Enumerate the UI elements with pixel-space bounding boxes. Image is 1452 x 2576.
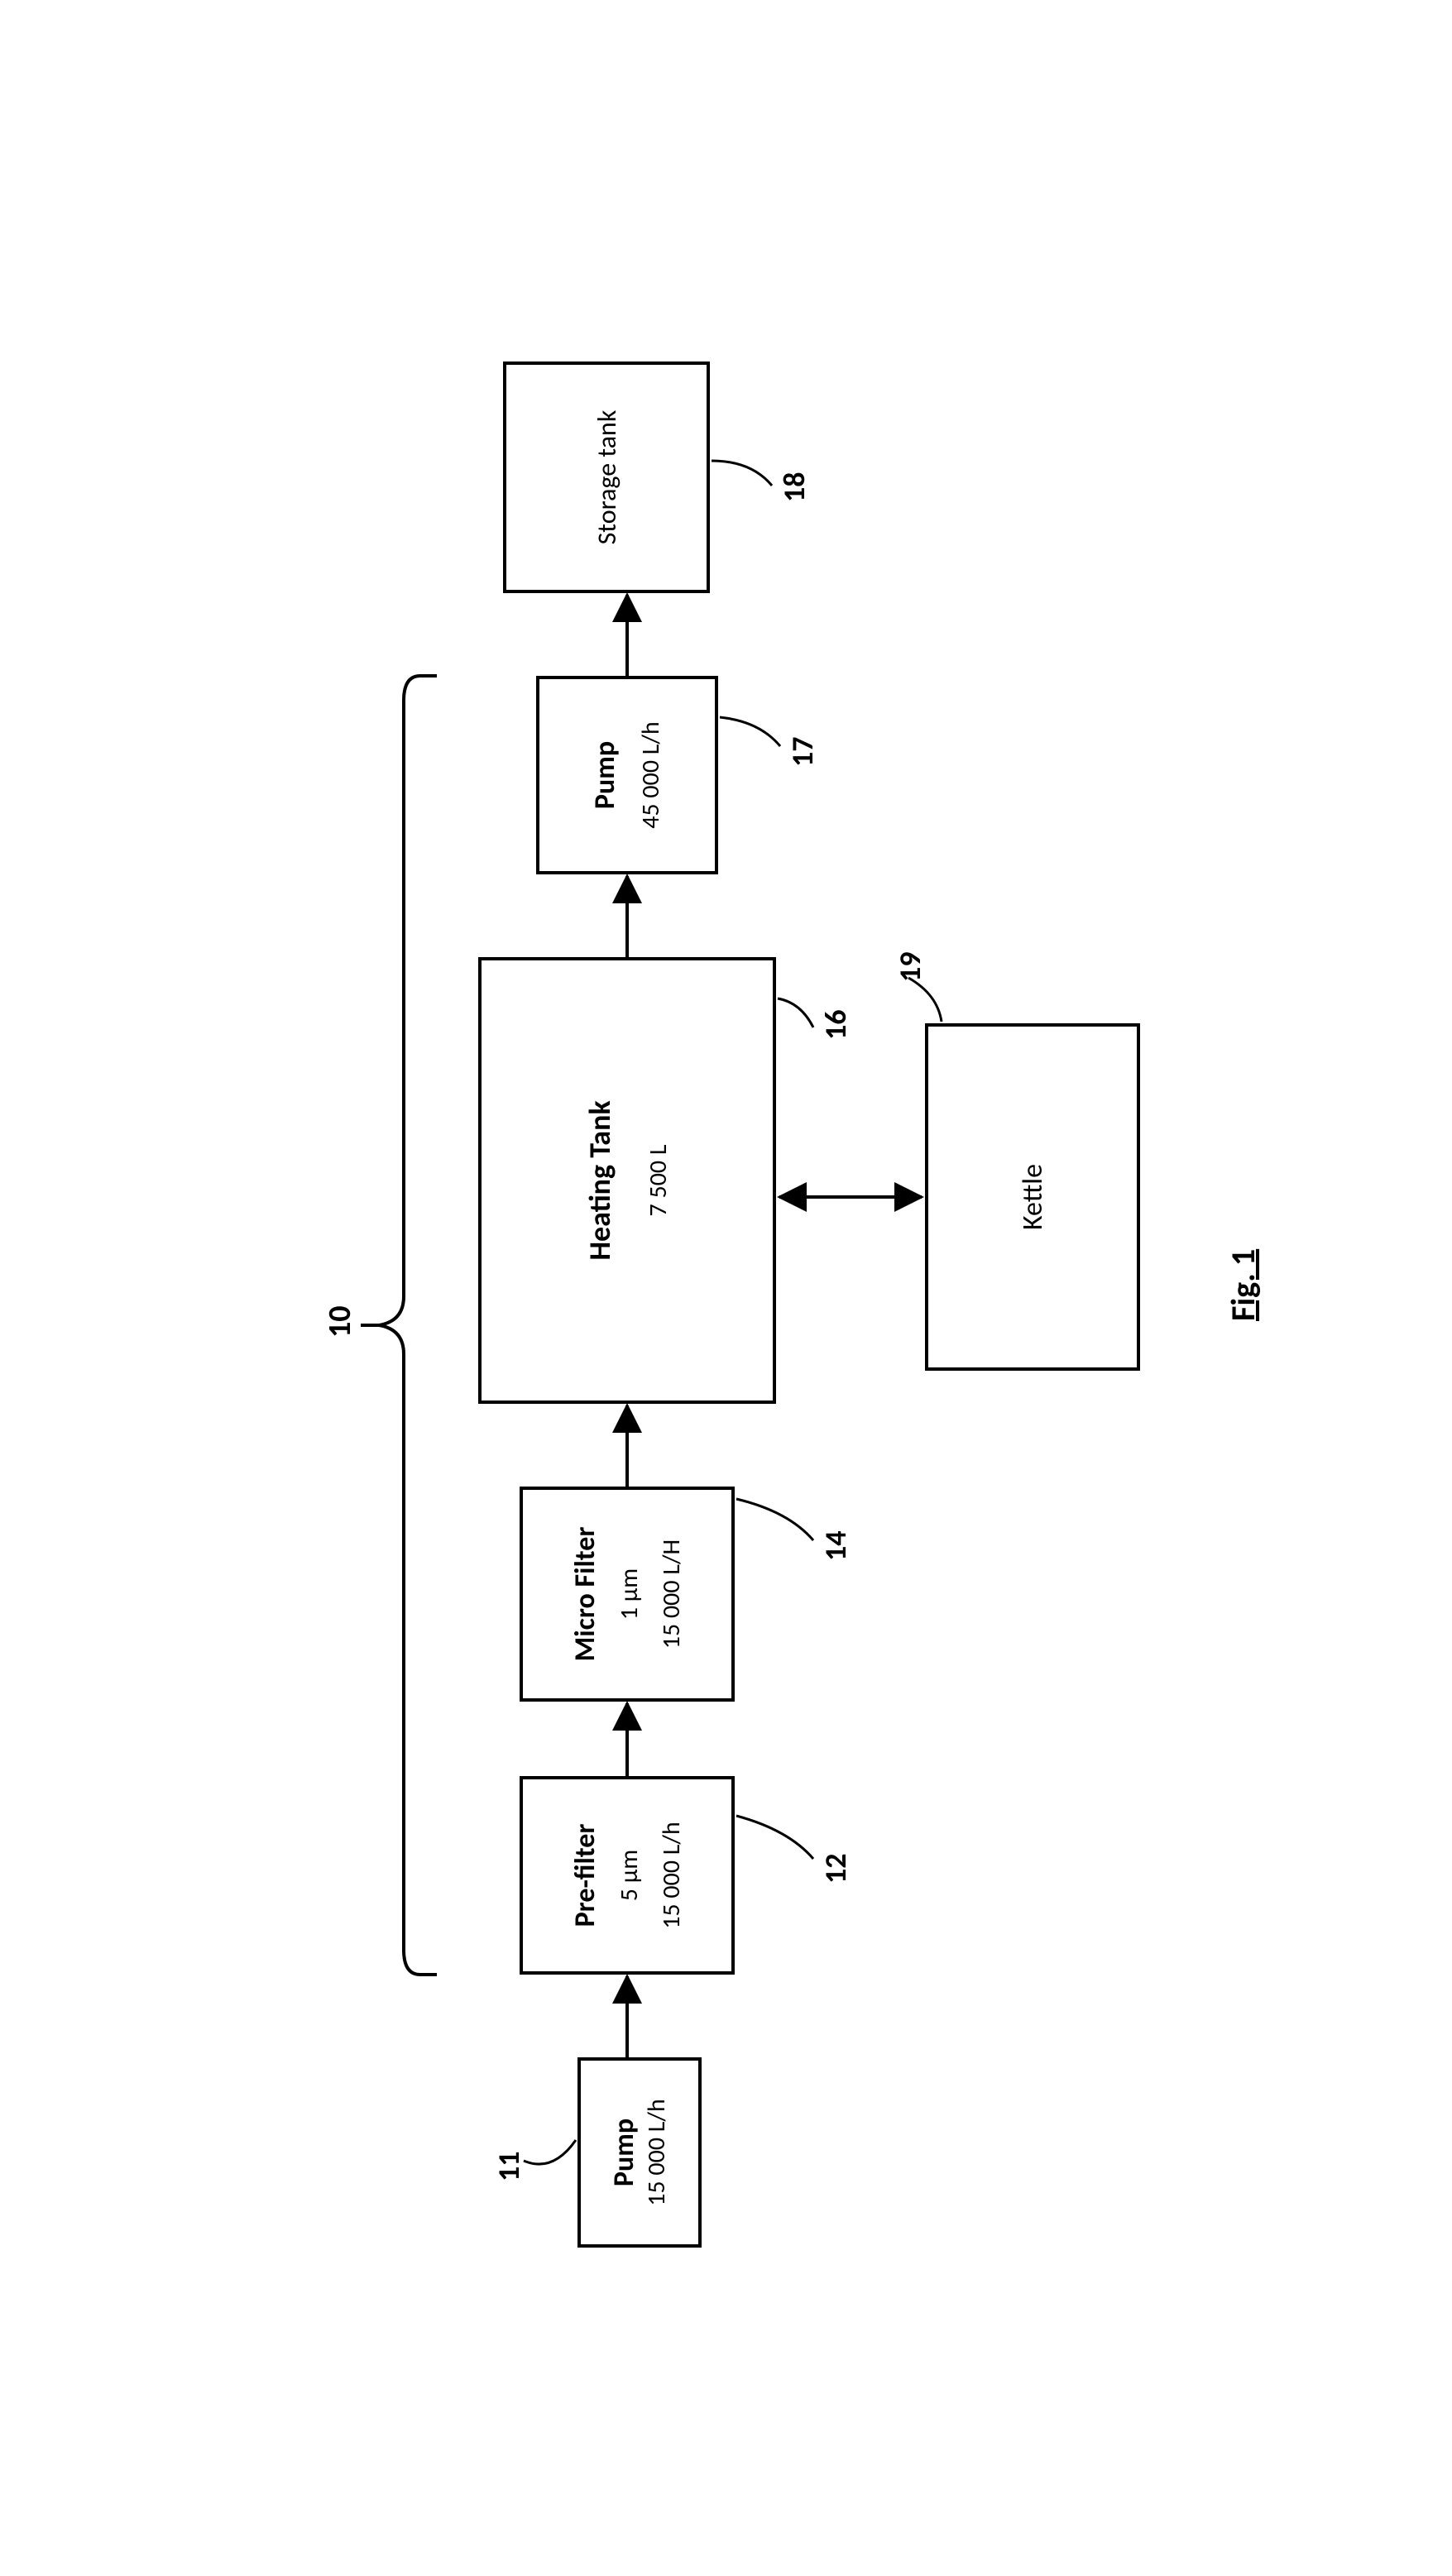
- node-pump2-sub1: 45 000 L/h: [635, 721, 666, 829]
- ref-kettle: 19: [892, 952, 928, 983]
- node-pump1-title: Pump: [607, 2119, 641, 2186]
- node-pump2-title: Pump: [588, 741, 622, 809]
- node-pump1: Pump 15 000 L/h: [577, 2057, 702, 2248]
- leader-storage: [712, 461, 772, 486]
- process-flow-diagram: Pump 15 000 L/h Pre-filter 5 µm 15 000 L…: [147, 295, 1306, 2281]
- node-microfilter-sub2: 15 000 L/H: [655, 1539, 686, 1649]
- ref-group: 10: [321, 1305, 359, 1338]
- node-microfilter-title: Micro Filter: [568, 1527, 601, 1662]
- leader-microfilter: [736, 1499, 813, 1540]
- leader-pump2: [720, 717, 780, 746]
- leader-pump1: [524, 2140, 576, 2164]
- figure-caption: Fig. 1: [1223, 1249, 1263, 1321]
- node-storage-title: Storage tank: [590, 410, 622, 545]
- node-prefilter-sub2: 15 000 L/h: [655, 1822, 686, 1929]
- leader-prefilter: [736, 1816, 813, 1859]
- ref-pump2: 17: [784, 737, 821, 768]
- leader-kettle: [908, 978, 942, 1022]
- node-heating-title: Heating Tank: [581, 1100, 617, 1260]
- node-kettle-title: Kettle: [1015, 1164, 1049, 1230]
- ref-microfilter: 14: [817, 1531, 854, 1562]
- node-prefilter: Pre-filter 5 µm 15 000 L/h: [520, 1776, 735, 1975]
- ref-prefilter: 12: [817, 1854, 854, 1884]
- node-microfilter: Micro Filter 1 µm 15 000 L/H: [520, 1487, 735, 1702]
- node-pump2: Pump 45 000 L/h: [536, 676, 718, 874]
- node-prefilter-sub1: 5 µm: [613, 1850, 644, 1901]
- node-pump1-sub1: 15 000 L/h: [641, 2099, 672, 2206]
- ref-pump1: 11: [491, 2152, 527, 2182]
- node-heating-sub1: 7 500 L: [642, 1145, 673, 1217]
- leader-heating: [778, 998, 813, 1027]
- node-storage: Storage tank: [503, 362, 710, 593]
- node-kettle: Kettle: [925, 1023, 1140, 1371]
- node-heating: Heating Tank 7 500 L: [478, 957, 776, 1404]
- group-bracket: [379, 676, 437, 1975]
- node-microfilter-sub1: 1 µm: [613, 1568, 644, 1620]
- ref-storage: 18: [776, 472, 812, 503]
- node-prefilter-title: Pre-filter: [568, 1824, 601, 1927]
- ref-heating: 16: [817, 1010, 854, 1041]
